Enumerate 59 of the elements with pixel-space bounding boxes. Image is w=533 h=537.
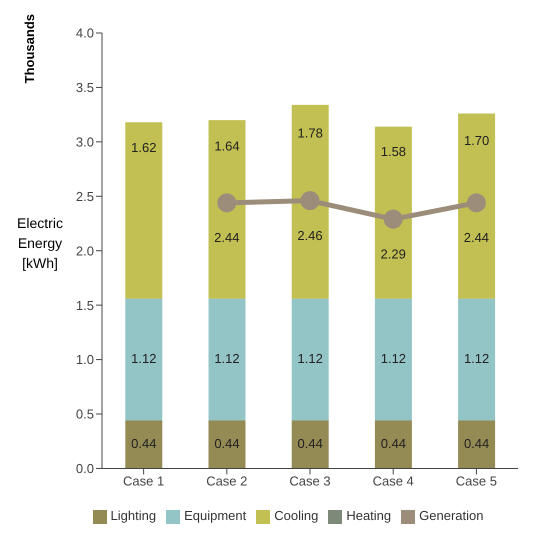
bar <box>292 298 329 421</box>
y-tick-label: 2.0 <box>76 243 94 258</box>
data-label: 1.12 <box>298 351 323 366</box>
x-tick-label: Case 2 <box>206 474 248 489</box>
bar <box>374 126 412 299</box>
data-label: 0.44 <box>214 436 240 451</box>
x-tick-label: Case 5 <box>456 474 497 489</box>
bar <box>292 420 329 468</box>
data-label: 2.29 <box>380 246 406 262</box>
data-label: 1.64 <box>214 138 240 154</box>
point <box>466 193 486 212</box>
x-tick-label: Case 1 <box>123 474 164 489</box>
text: Thousands <box>22 14 37 84</box>
data-label: 1.58 <box>380 144 406 159</box>
y-axis-title: Electric Energy [kWh] <box>16 214 64 273</box>
legend-label: Generation <box>419 508 484 524</box>
bar <box>125 298 162 421</box>
bar <box>292 104 329 299</box>
y-tick-label: 4.0 <box>76 26 94 41</box>
y-tick-label: 3.5 <box>76 80 94 96</box>
y-tick-label: 0.5 <box>76 406 94 422</box>
bar <box>125 420 162 468</box>
data-label: 1.12 <box>131 351 156 366</box>
data-label: 2.46 <box>297 228 323 243</box>
bar <box>125 122 162 299</box>
data-label: 2.44 <box>464 230 490 246</box>
point <box>217 193 236 212</box>
y-tick-label: 2.5 <box>76 188 94 204</box>
x-tick-label: Case 3 <box>289 474 331 489</box>
data-label: 1.12 <box>214 351 240 366</box>
y-tick-label: 1.0 <box>76 352 94 368</box>
legend-label: Cooling <box>274 508 318 524</box>
legend-label: Lighting <box>110 508 156 524</box>
y-tick-label: 0.0 <box>76 461 94 476</box>
bar <box>208 420 246 468</box>
point <box>384 210 403 229</box>
y-tick-label: 1.5 <box>76 298 94 313</box>
data-label: 1.12 <box>380 351 406 366</box>
data-label: 2.44 <box>214 230 240 246</box>
data-label: 1.78 <box>298 125 323 140</box>
y-tick-label: 3.0 <box>76 134 94 150</box>
legend-label: Equipment <box>184 508 246 524</box>
x-tick-label: Case 4 <box>372 474 414 489</box>
data-label: 0.44 <box>380 436 406 451</box>
bar <box>374 420 412 468</box>
bar <box>458 298 496 421</box>
data-label: 1.12 <box>464 351 490 366</box>
legend-label: Heating <box>346 508 392 524</box>
bar <box>374 298 412 421</box>
data-label: 0.44 <box>131 436 156 451</box>
data-label: 1.70 <box>464 132 490 148</box>
point <box>300 191 320 210</box>
bar <box>208 298 246 421</box>
bar <box>208 120 246 299</box>
data-label: 1.62 <box>131 140 156 156</box>
data-label: 0.44 <box>464 436 490 451</box>
bar <box>458 114 496 299</box>
data-label: 0.44 <box>298 436 323 451</box>
bar <box>458 420 496 468</box>
